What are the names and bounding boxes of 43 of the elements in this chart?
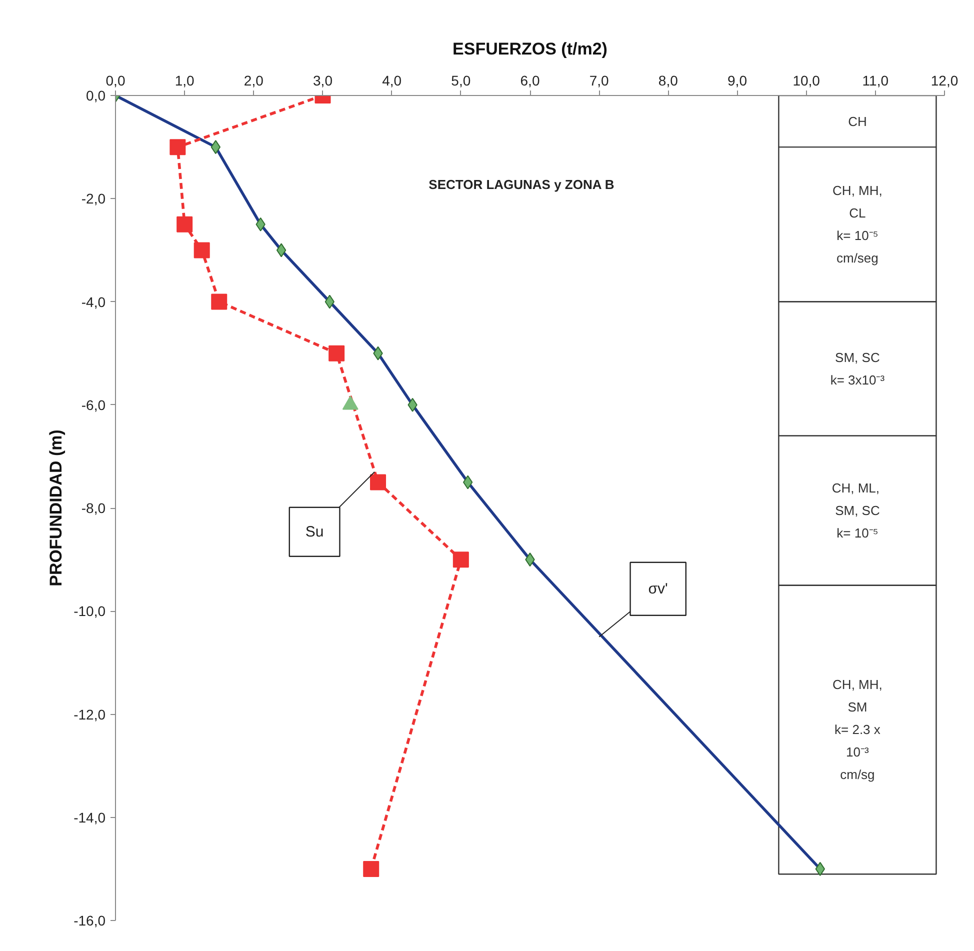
- x-axis-title: ESFUERZOS (t/m2): [452, 40, 608, 58]
- point: [176, 216, 193, 232]
- x-tick-label: 9,0: [728, 72, 748, 88]
- point: [370, 474, 386, 490]
- x-tick-label: 6,0: [520, 72, 540, 88]
- x-tick-label: 5,0: [451, 72, 471, 88]
- y-tick-label: -4,0: [81, 294, 106, 310]
- point: [210, 140, 221, 154]
- y-tick-label: -12,0: [74, 706, 106, 722]
- annotation: σv': [648, 580, 668, 598]
- point: [211, 294, 228, 310]
- x-tick-label: 2,0: [244, 72, 264, 88]
- band-label: CH, ML, SM, SC k= 10⁻⁵: [832, 480, 880, 541]
- y-tick-label: -16,0: [74, 912, 106, 928]
- annotation: Su: [305, 523, 324, 540]
- x-tick-label: 8,0: [658, 72, 678, 88]
- y-tick-label: 0,0: [86, 88, 106, 104]
- x-tick-label: 12,0: [930, 72, 958, 88]
- point: [363, 860, 380, 877]
- y-tick-label: -8,0: [81, 500, 106, 516]
- y-tick-label: -10,0: [74, 603, 106, 620]
- point: [170, 139, 186, 156]
- x-tick-label: 0,0: [106, 72, 126, 88]
- x-tick-label: 4,0: [382, 72, 402, 88]
- y-tick-label: -2,0: [81, 190, 106, 207]
- x-tick-label: 7,0: [589, 72, 610, 88]
- point: [276, 243, 286, 258]
- y-tick-label: -14,0: [74, 809, 106, 826]
- y-tick-label: -6,0: [81, 396, 106, 413]
- x-tick-label: 10,0: [792, 72, 820, 88]
- point: [328, 345, 345, 362]
- band-label: CH, MH, SM k= 2.3 x 10⁻³ cm/sg: [832, 677, 882, 782]
- x-tick-label: 3,0: [313, 72, 333, 88]
- y-axis-title: PROFUNDIDAD (m): [46, 430, 66, 586]
- point: [194, 242, 210, 258]
- point: [452, 552, 469, 568]
- band-label: CH: [848, 114, 867, 129]
- band-label: SM, SC k= 3x10⁻³: [830, 350, 886, 388]
- band-label: CH, MH, CL k= 10⁻⁵ cm/seg: [832, 183, 882, 266]
- x-tick-label: 11,0: [862, 72, 889, 88]
- annotation: SECTOR LAGUNAS y ZONA B: [428, 177, 614, 192]
- x-tick-label: 1,0: [174, 72, 195, 88]
- point: [462, 475, 473, 490]
